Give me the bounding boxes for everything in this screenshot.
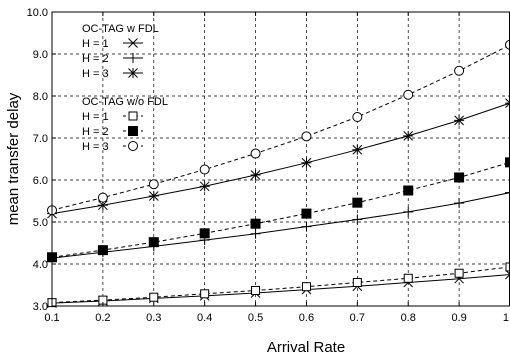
marker-star	[301, 157, 312, 168]
x-tick-label: 0.7	[350, 312, 365, 324]
legend-entry-label: H = 3	[82, 68, 109, 80]
x-tick-label: 0.6	[299, 312, 314, 324]
marker-filled-square	[403, 185, 414, 196]
marker-open-square	[200, 289, 210, 299]
marker-plus	[250, 228, 261, 239]
marker-star	[148, 190, 159, 201]
marker-open-circle	[454, 65, 465, 76]
marker-star	[454, 115, 465, 126]
y-axis-label: mean transfer delay	[5, 92, 22, 225]
series-line	[51, 266, 510, 304]
legend-entry-label: H = 1	[82, 38, 109, 50]
legend-layer: OC-TAG w FDL H = 1 H = 2 H = 3 OC-TAG w/o FD…	[82, 23, 168, 153]
marker-plus	[403, 206, 414, 217]
marker-star	[403, 130, 414, 141]
x-tick-label: 0.8	[401, 312, 416, 324]
x-tick-label: 0.9	[451, 312, 466, 324]
marker-plus	[301, 221, 312, 232]
x-tick-label: 0.1	[44, 312, 59, 324]
x-tick-label: 0.4	[197, 312, 212, 324]
x-tick-label: 1	[503, 312, 509, 324]
marker-filled-square	[97, 245, 108, 256]
marker-plus	[454, 198, 465, 209]
y-tick-label: 5.0	[33, 217, 48, 229]
marker-filled-square	[148, 237, 159, 248]
marker-open-square	[149, 292, 159, 302]
marker-filled-square	[352, 197, 363, 208]
x-tick-label: 0.5	[248, 312, 263, 324]
marker-open-square	[301, 282, 311, 292]
marker-open-square	[251, 285, 261, 295]
y-tick-label: 7.0	[33, 133, 48, 145]
legend-entry-label: H = 2	[82, 53, 109, 65]
marker-plus	[505, 187, 510, 198]
marker-open-circle	[301, 131, 312, 142]
series-line	[51, 274, 510, 304]
marker-plus	[352, 214, 363, 225]
marker-x	[128, 38, 138, 48]
series-line	[51, 192, 510, 259]
x-tick-label: 0.3	[146, 312, 161, 324]
series-line	[51, 102, 510, 215]
legend-entry-label: H = 1	[82, 111, 109, 123]
marker-plus	[128, 53, 138, 63]
x-axis-label: Arrival Rate	[267, 339, 345, 356]
legend-entry-label: H = 3	[82, 141, 109, 153]
y-tick-label: 4.0	[33, 259, 48, 271]
marker-open-circle	[128, 141, 138, 151]
series-line	[51, 44, 510, 211]
y-tick-label: 10.0	[27, 7, 48, 19]
y-tick-label: 6.0	[33, 175, 48, 187]
marker-x	[505, 269, 510, 280]
marker-open-circle	[352, 112, 363, 122]
marker-filled-square	[128, 126, 138, 136]
ticks-layer: 0.1 0.2 0.3 0.4 0.5 0.6 0.7 0.8 0.9 1 3.0 4.0 5.0 6.0…	[27, 7, 510, 324]
series-layer	[47, 39, 510, 308]
marker-filled-square	[505, 157, 510, 168]
legend-group-title: OC-TAG w/o FDL	[82, 96, 168, 108]
marker-star	[199, 181, 210, 192]
marker-star	[505, 98, 510, 109]
marker-open-square	[352, 277, 362, 287]
y-tick-label: 3.0	[33, 301, 48, 313]
legend-group-title: OC-TAG w FDL	[82, 23, 159, 35]
y-tick-label: 9.0	[33, 49, 48, 61]
marker-open-circle	[250, 148, 261, 159]
marker-open-circle	[505, 39, 510, 50]
plot-frame	[51, 11, 510, 307]
marker-open-square	[454, 268, 464, 278]
marker-open-circle	[148, 179, 159, 190]
marker-open-square	[403, 273, 413, 283]
marker-filled-square	[199, 228, 210, 239]
marker-star	[250, 169, 261, 180]
marker-filled-square	[250, 218, 261, 229]
series-line	[51, 161, 510, 258]
marker-open-square	[128, 111, 138, 121]
marker-open-circle	[199, 164, 210, 175]
marker-star	[128, 68, 138, 78]
x-tick-label: 0.2	[95, 312, 110, 324]
grid-layer	[52, 12, 510, 306]
legend-entry-label: H = 2	[82, 126, 109, 138]
marker-filled-square	[454, 172, 465, 183]
marker-open-circle	[403, 89, 414, 100]
marker-filled-square	[301, 208, 312, 219]
y-tick-label: 8.0	[33, 91, 48, 103]
marker-star	[352, 144, 363, 155]
marker-open-circle	[97, 192, 108, 203]
marker-open-square	[505, 262, 510, 272]
